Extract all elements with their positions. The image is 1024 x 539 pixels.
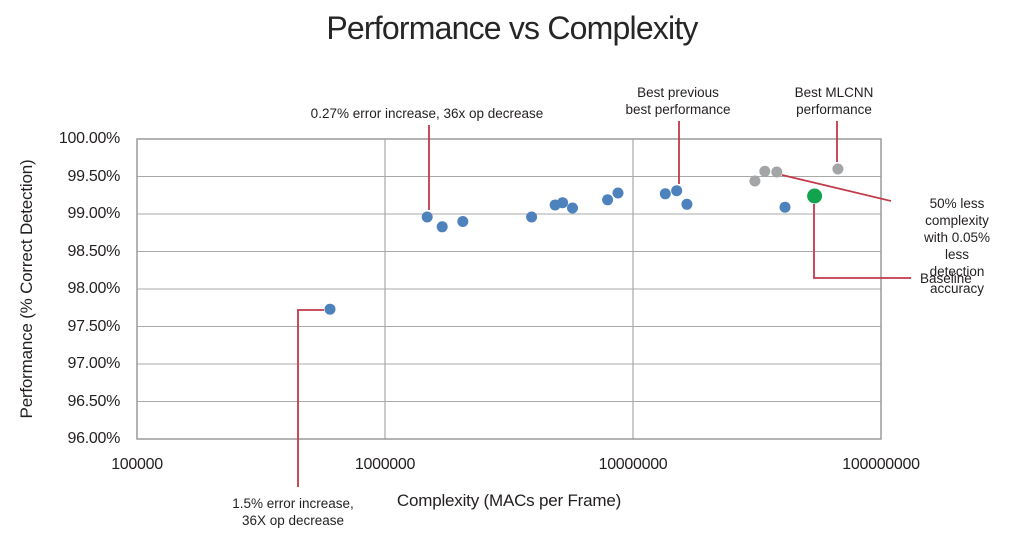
annotation-less-complexity-line — [781, 174, 892, 202]
y-tick-label: 98.50% — [67, 242, 121, 260]
y-tick-label: 100.00% — [58, 130, 120, 147]
data-point-blue-points — [421, 211, 433, 223]
y-tick-label: 97.00% — [67, 355, 121, 372]
annotation-027-error: 0.27% error increase, 36x op decrease — [310, 106, 544, 121]
annotation-best-mlcnn: Best MLCNN performance — [794, 85, 874, 117]
data-point-blue-points — [557, 197, 569, 209]
data-point-gray-points — [771, 166, 783, 178]
annotation-15-error: 1.5% error increase, 36X op decrease — [232, 496, 354, 528]
data-point-blue-points — [659, 188, 671, 200]
y-tick-label: 99.00% — [67, 205, 121, 222]
annotation-baseline-line — [813, 204, 911, 279]
data-point-blue-points — [567, 202, 578, 214]
chart-title: Performance vs Complexity — [326, 10, 698, 46]
x-tick-label: 10000000 — [598, 456, 668, 473]
y-tick-label: 98.00% — [67, 280, 121, 297]
annotation-less-complexity: 50% less complexity with 0.05% less dete… — [923, 196, 991, 296]
data-point-gray-points — [749, 175, 761, 187]
x-axis-title: Complexity (MACs per Frame) — [396, 491, 622, 510]
data-point-gray-points — [759, 165, 771, 177]
data-point-blue-points — [681, 198, 693, 210]
data-point-blue-points — [324, 303, 336, 315]
data-point-blue-points — [612, 187, 624, 199]
x-tick-label: 1000000 — [354, 456, 416, 473]
y-axis-title: Performance (% Correct Detection) — [17, 159, 36, 419]
plot-border — [136, 138, 882, 440]
data-point-blue-points — [457, 216, 469, 227]
y-tick-label: 96.00% — [67, 430, 121, 447]
data-point-blue-points — [602, 194, 614, 206]
data-point-blue-points — [779, 201, 791, 213]
y-tick-label: 99.50% — [67, 167, 121, 185]
annotation-best-previous: Best previous best performance — [625, 85, 731, 117]
y-tick-label: 97.50% — [67, 317, 121, 335]
x-tick-label: 100000000 — [842, 456, 920, 473]
annotation-15-error-line — [297, 309, 324, 487]
annotation-baseline: Baseline — [920, 271, 972, 286]
data-point-blue-points — [436, 221, 448, 233]
y-tick-label: 96.50% — [67, 392, 121, 410]
baseline-point — [807, 188, 823, 204]
data-point-blue-points — [526, 211, 538, 223]
data-point-gray-points — [832, 163, 844, 175]
x-tick-label: 100000 — [111, 456, 163, 473]
data-point-blue-points — [671, 185, 683, 197]
